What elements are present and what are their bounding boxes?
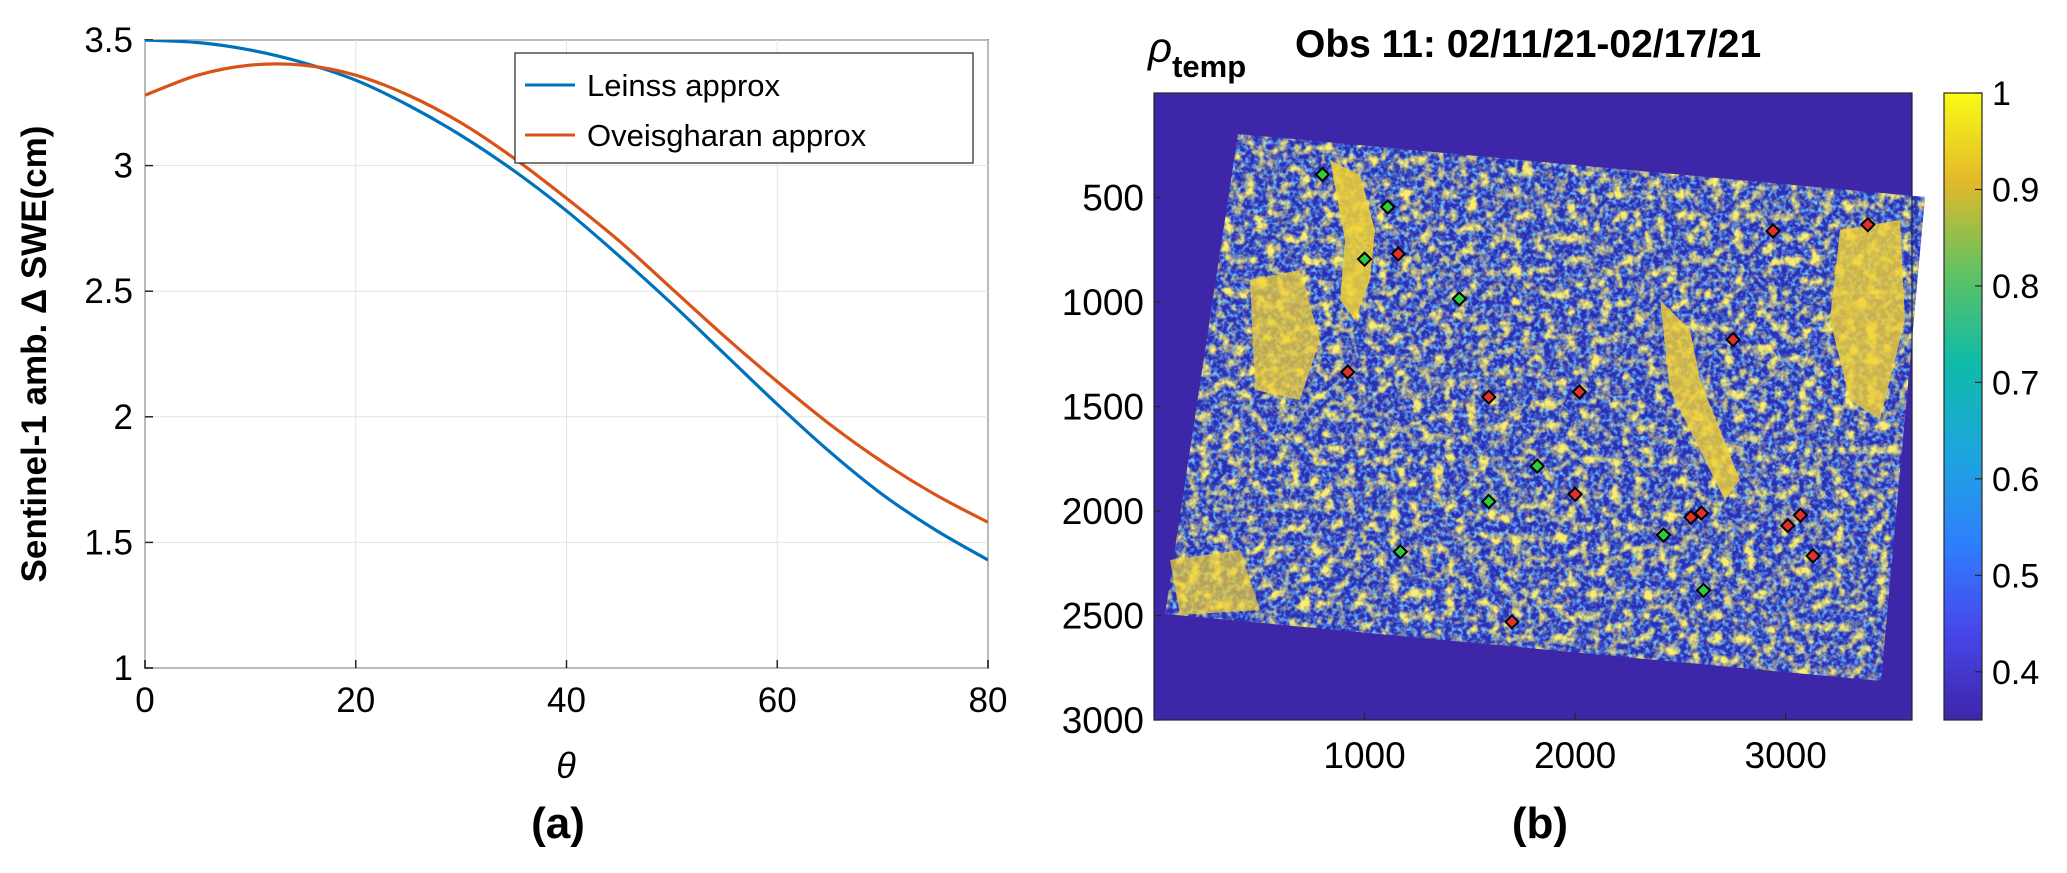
- x-tick-label: 20: [336, 681, 375, 720]
- site-marker-green: [1480, 493, 1497, 510]
- heatmap-panel: 1000 2000 3000 500 1000 1500 2000 2500 3000 ρtem…: [1062, 23, 2040, 848]
- title-rho: ρ: [1146, 24, 1172, 71]
- grid-a: [144, 39, 989, 669]
- x-tick-label: 80: [969, 681, 1008, 720]
- site-marker-green: [1695, 582, 1712, 599]
- sar-scene: [1165, 134, 1925, 681]
- site-marker-red: [1792, 507, 1809, 524]
- y-tick-label: 1: [114, 649, 133, 688]
- x-tick-label: 40: [547, 681, 586, 720]
- heatmap-y-tick-label: 1500: [1062, 387, 1144, 428]
- legend-label-leinss: Leinss approx: [587, 68, 781, 103]
- colorbar-tick-label: 0.5: [1992, 557, 2039, 595]
- bright-region-valley: [1660, 300, 1740, 500]
- site-marker-red: [1765, 223, 1781, 239]
- colorbar: [1943, 92, 1983, 721]
- panel-label-b: (b): [1512, 799, 1568, 848]
- axis-ticks-b: 1000 2000 3000 500 1000 1500 2000 2500 3000: [1062, 178, 1827, 777]
- scene-texture-yellow: [1165, 134, 1925, 681]
- site-marker-red: [1480, 389, 1497, 406]
- x-tick-label: 60: [758, 681, 797, 720]
- colorbar-tick-label: 0.7: [1992, 364, 2039, 402]
- site-marker-red: [1779, 517, 1796, 534]
- site-markers: [1314, 166, 1876, 630]
- heatmap-x-tick-label: 3000: [1745, 735, 1827, 776]
- axis-ticks-a: 0 20 40 60 80 1 1.5 2 2.5 3 3.5: [84, 21, 1007, 720]
- y-tick-label: 3: [114, 147, 133, 186]
- site-marker-red: [1859, 216, 1876, 233]
- site-marker-red: [1504, 613, 1520, 630]
- site-marker-green: [1655, 527, 1672, 543]
- line-chart-panel: 0 20 40 60 80 1 1.5 2 2.5 3 3.5 Leinss approx Ovei…: [15, 21, 1007, 848]
- legend-label-oveisgharan: Oveisgharan approx: [587, 118, 867, 153]
- site-marker-red: [1725, 331, 1741, 348]
- legend-box: [514, 52, 974, 164]
- colorbar-tick-label: 0.9: [1992, 171, 2039, 209]
- site-marker-red: [1805, 548, 1821, 564]
- colorbar-tick-label: 0.6: [1992, 461, 2039, 499]
- site-marker-red: [1390, 246, 1407, 262]
- site-marker-green: [1356, 251, 1373, 268]
- bright-region-east: [1830, 220, 1905, 420]
- colorbar-tick-label: 0.4: [1992, 654, 2039, 692]
- y-tick-label: 3.5: [84, 21, 133, 60]
- y-tick-label: 1.5: [84, 523, 133, 562]
- bright-region-ridge: [1330, 160, 1375, 320]
- y-axis-label-a: Sentinel-1 amb. Δ SWE(cm): [15, 126, 54, 583]
- legend: Leinss approx Oveisgharan approx: [514, 52, 974, 164]
- colorbar-ticks: 0.4 0.5 0.6 0.7 0.8 0.9 1: [1975, 75, 2039, 692]
- site-marker-red: [1571, 383, 1588, 400]
- heatmap-x-tick-label: 2000: [1534, 735, 1616, 776]
- series-line-oveisgharan: [145, 62, 988, 524]
- panel-label-a: (a): [531, 799, 585, 848]
- site-marker-red: [1693, 505, 1710, 522]
- site-marker-red: [1567, 486, 1584, 503]
- site-marker-green: [1314, 166, 1331, 183]
- bright-region-southwest: [1170, 550, 1260, 615]
- heatmap-x-tick-label: 1000: [1323, 735, 1405, 776]
- heatmap-y-tick-label: 1000: [1062, 282, 1144, 323]
- site-marker-green: [1392, 543, 1409, 560]
- x-tick-label: 0: [135, 681, 154, 720]
- heatmap-y-tick-label: 500: [1082, 178, 1144, 219]
- site-marker-green: [1451, 290, 1468, 307]
- series-line-leinss: [145, 40, 988, 562]
- site-marker-green: [1529, 458, 1546, 474]
- colorbar-tick-label: 0.8: [1992, 268, 2039, 306]
- y-tick-label: 2.5: [84, 272, 133, 311]
- site-marker-green: [1379, 198, 1396, 215]
- colorbar-tick-label: 1: [1992, 75, 2011, 113]
- y-tick-label: 2: [114, 398, 133, 437]
- title-subscript: temp: [1172, 49, 1246, 84]
- heatmap-y-tick-label: 3000: [1062, 700, 1144, 741]
- x-axis-label-a: θ: [556, 745, 576, 786]
- site-marker-red: [1683, 509, 1699, 526]
- site-marker-red: [1339, 364, 1356, 380]
- heatmap-y-tick-label: 2500: [1062, 596, 1144, 637]
- heatmap-title: Obs 11: 02/11/21-02/17/21: [1295, 23, 1761, 66]
- heatmap-y-tick-label: 2000: [1062, 491, 1144, 532]
- bright-region-west: [1250, 270, 1320, 400]
- series-a: [145, 40, 988, 562]
- title-symbol: ρtemp: [1146, 24, 1246, 84]
